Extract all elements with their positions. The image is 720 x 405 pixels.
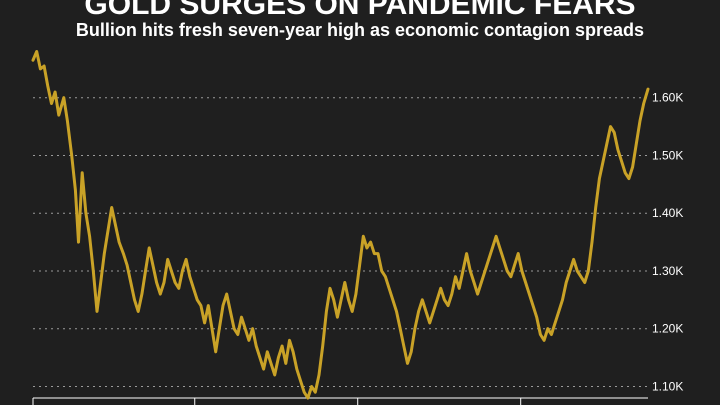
chart-title: GOLD SURGES ON PANDEMIC FEARS xyxy=(84,0,635,21)
y-axis-ticks: 1.10K 1.20K 1.30K 1.40K 1.50K 1.60K xyxy=(652,91,683,394)
x-axis xyxy=(32,397,648,405)
y-tick-label: 1.10K xyxy=(652,379,683,393)
series-layer xyxy=(31,50,650,400)
y-tick-label: 1.50K xyxy=(652,148,683,162)
y-tick-label: 1.40K xyxy=(652,206,683,220)
y-tick-label: 1.30K xyxy=(652,264,683,278)
gridlines xyxy=(33,97,648,387)
y-tick-label: 1.20K xyxy=(652,322,683,336)
chart-subtitle: Bullion hits fresh seven-year high as ec… xyxy=(76,20,644,40)
gold-price-line xyxy=(31,50,650,400)
y-tick-label: 1.60K xyxy=(652,91,683,105)
